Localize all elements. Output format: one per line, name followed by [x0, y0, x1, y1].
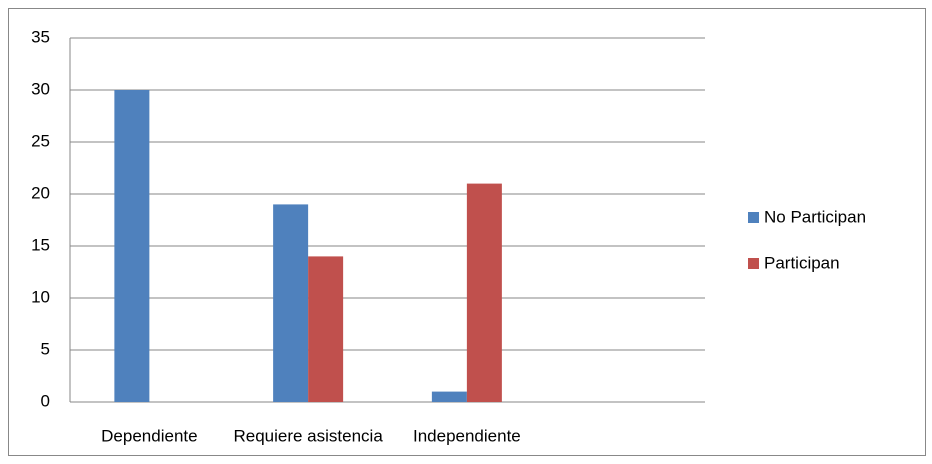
legend-label: No Participan: [764, 207, 866, 226]
y-tick-label: 15: [31, 235, 50, 254]
y-tick-label: 30: [31, 79, 50, 98]
y-tick-label: 5: [41, 339, 50, 358]
y-tick-label: 10: [31, 287, 50, 306]
bar: [308, 256, 344, 402]
bar: [273, 204, 309, 402]
bar: [466, 183, 502, 402]
y-tick-label: 35: [31, 27, 50, 46]
x-tick-label: Requiere asistencia: [233, 426, 383, 445]
x-tick-label: Independiente: [413, 426, 521, 445]
x-tick-label: Dependiente: [101, 426, 197, 445]
y-tick-label: 0: [41, 391, 50, 410]
legend-swatch: [748, 212, 759, 223]
bar: [114, 90, 150, 402]
y-tick-label: 20: [31, 183, 50, 202]
legend-label: Participan: [764, 253, 840, 272]
bar: [431, 391, 467, 402]
y-tick-label: 25: [31, 131, 50, 150]
legend-swatch: [748, 258, 759, 269]
